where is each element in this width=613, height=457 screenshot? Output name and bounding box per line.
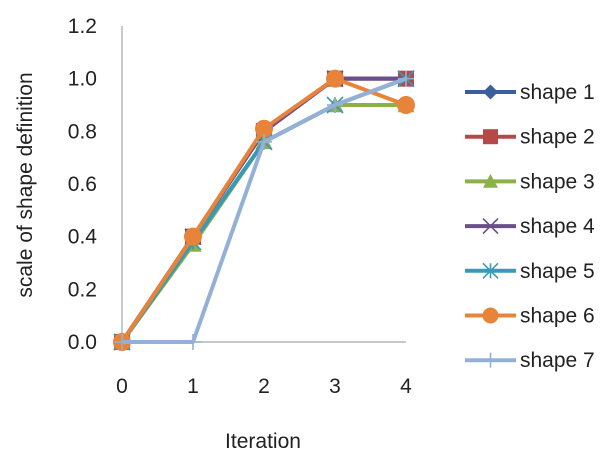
y-tick-label: 0.2 bbox=[68, 278, 97, 301]
series-line bbox=[120, 76, 407, 344]
series-shape-7 bbox=[114, 70, 414, 350]
legend-label: shape 5 bbox=[520, 260, 595, 283]
data-point bbox=[482, 262, 499, 279]
y-tick-label: 1.2 bbox=[68, 15, 97, 38]
data-point bbox=[114, 334, 130, 350]
y-tick-label: 0.6 bbox=[68, 173, 97, 196]
data-point bbox=[327, 97, 343, 113]
legend-entry: shape 4 bbox=[465, 215, 595, 238]
data-point bbox=[483, 129, 498, 145]
x-tick-label: 4 bbox=[400, 375, 412, 398]
y-tick-label: 0.8 bbox=[68, 120, 97, 143]
legend-label: shape 4 bbox=[520, 215, 595, 238]
legend-entry: shape 2 bbox=[465, 126, 595, 149]
data-point bbox=[326, 69, 344, 88]
series-line bbox=[120, 76, 406, 344]
series-shape-5 bbox=[113, 70, 415, 351]
data-point bbox=[482, 307, 499, 324]
data-point bbox=[184, 227, 202, 246]
series-shape-1 bbox=[114, 70, 414, 350]
x-axis-title: Iteration bbox=[225, 430, 301, 453]
legend-entry: shape 6 bbox=[465, 305, 595, 328]
legend-label: shape 6 bbox=[520, 305, 595, 328]
axes: 0.0 0.2 0.4 0.6 0.8 1.0 1.2 0 1 2 3 4 bbox=[68, 15, 412, 398]
series-shape-2 bbox=[114, 70, 414, 350]
series-shape-4 bbox=[113, 70, 415, 351]
data-point bbox=[483, 84, 498, 100]
x-tick-label: 2 bbox=[258, 375, 270, 398]
data-point bbox=[483, 173, 498, 188]
y-tick-label: 0.0 bbox=[68, 331, 97, 354]
legend-entry: shape 5 bbox=[465, 260, 595, 283]
legend-entry: shape 7 bbox=[465, 349, 595, 372]
legend-label: shape 3 bbox=[520, 170, 595, 193]
y-axis-title: scale of shape definition bbox=[14, 72, 37, 297]
data-point bbox=[185, 334, 201, 350]
legend-entry: shape 1 bbox=[465, 81, 595, 104]
x-tick-label: 0 bbox=[116, 375, 128, 398]
x-tick-label: 1 bbox=[187, 375, 199, 398]
y-tick-label: 0.4 bbox=[68, 226, 98, 249]
data-point bbox=[255, 119, 273, 138]
legend: shape 1 shape 2 shape 3 shape 4 shape 5 shape… bbox=[465, 81, 595, 372]
y-tick-label: 1.0 bbox=[68, 68, 97, 91]
data-point bbox=[483, 352, 498, 368]
series-shape-6 bbox=[113, 69, 415, 351]
data-point bbox=[398, 70, 414, 87]
data-point bbox=[482, 218, 499, 235]
legend-label: shape 7 bbox=[520, 349, 595, 372]
series-line bbox=[122, 76, 407, 344]
x-tick-label: 3 bbox=[329, 375, 341, 398]
series-line bbox=[120, 76, 407, 344]
legend-label: shape 2 bbox=[520, 126, 595, 149]
legend-label: shape 1 bbox=[520, 81, 595, 104]
legend-entry: shape 3 bbox=[465, 170, 595, 193]
series-line bbox=[120, 76, 406, 344]
data-point bbox=[397, 96, 415, 114]
series-lines bbox=[113, 69, 415, 351]
series-line bbox=[120, 76, 406, 344]
data-point bbox=[256, 133, 272, 150]
